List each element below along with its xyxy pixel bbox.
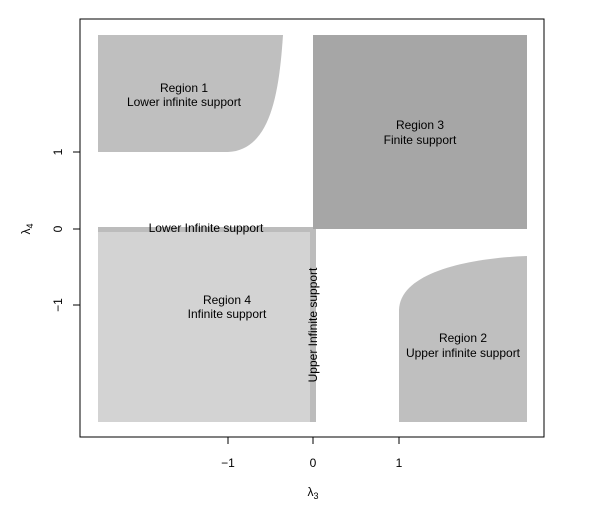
y-axis-title: λ4 <box>19 223 35 234</box>
lower-boundary-strip <box>98 227 313 232</box>
region-4-support: Infinite support <box>188 307 267 321</box>
x-axis-title: λ3 <box>307 485 318 501</box>
upper-boundary-strip <box>310 229 316 422</box>
lower-boundary-label: Lower Infinite support <box>149 221 264 235</box>
x-tick-label: 1 <box>396 456 403 470</box>
region-2-name: Region 2 <box>439 331 487 345</box>
region-3-support: Finite support <box>384 133 457 147</box>
region-1-support: Lower infinite support <box>127 95 242 109</box>
y-axis: 1 0 −1 λ4 <box>19 148 81 312</box>
x-tick-label: −1 <box>221 456 235 470</box>
region-2-shape <box>399 256 527 422</box>
region-3-name: Region 3 <box>396 118 444 132</box>
region-2-support: Upper infinite support <box>406 346 521 360</box>
y-tick-label: 1 <box>51 148 65 155</box>
region-1-shape <box>98 35 283 152</box>
upper-boundary-label: Upper Infinite support <box>306 267 320 382</box>
y-tick-label: 0 <box>51 225 65 232</box>
x-tick-label: 0 <box>310 456 317 470</box>
x-axis: −1 0 1 λ3 <box>221 436 403 501</box>
region-1-name: Region 1 <box>160 81 208 95</box>
region-4-name: Region 4 <box>203 293 251 307</box>
y-tick-label: −1 <box>51 298 65 312</box>
region-3-shape <box>313 35 527 229</box>
region-4-shape <box>98 229 313 422</box>
